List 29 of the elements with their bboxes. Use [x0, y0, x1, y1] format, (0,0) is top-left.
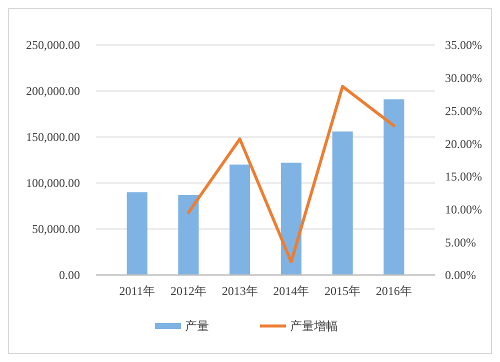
- bar: [384, 99, 404, 275]
- line-series: [186, 84, 396, 264]
- legend-label: 产量增幅: [290, 319, 338, 334]
- y-tick-label: 150,000.00: [26, 130, 80, 144]
- y2-tick-label: 15.00%: [445, 170, 482, 184]
- x-tick-label: 2012年: [170, 284, 206, 298]
- bar: [332, 131, 353, 275]
- bar: [126, 192, 148, 275]
- y2-tick-label: 35.00%: [445, 38, 482, 52]
- y-tick-label: 100,000.00: [26, 176, 80, 190]
- x-tick-label: 2014年: [273, 284, 310, 298]
- bar: [178, 194, 199, 275]
- y-tick-label: 200,000.00: [26, 84, 80, 98]
- y-tick-label: 250,000.00: [26, 38, 80, 52]
- x-tick-label: 2011年: [119, 284, 155, 298]
- x-tick-label: 2016年: [376, 284, 412, 298]
- y2-tick-label: 30.00%: [445, 71, 482, 86]
- y2-tick-label: 0.00%: [445, 268, 476, 282]
- y-tick-label: 0.00: [59, 268, 80, 282]
- bar: [280, 162, 302, 275]
- bar: [230, 164, 250, 275]
- x-tick-label: 2015年: [324, 284, 361, 298]
- y-tick-label: 50,000.00: [32, 222, 80, 236]
- legend-label: 产量: [185, 319, 209, 334]
- y2-tick-label: 20.00%: [445, 136, 482, 151]
- y2-tick-label: 10.00%: [445, 202, 482, 216]
- x-tick-label: 2013年: [222, 284, 258, 298]
- y2-tick-label: 25.00%: [445, 104, 482, 118]
- y2-tick-label: 5.00%: [445, 235, 476, 250]
